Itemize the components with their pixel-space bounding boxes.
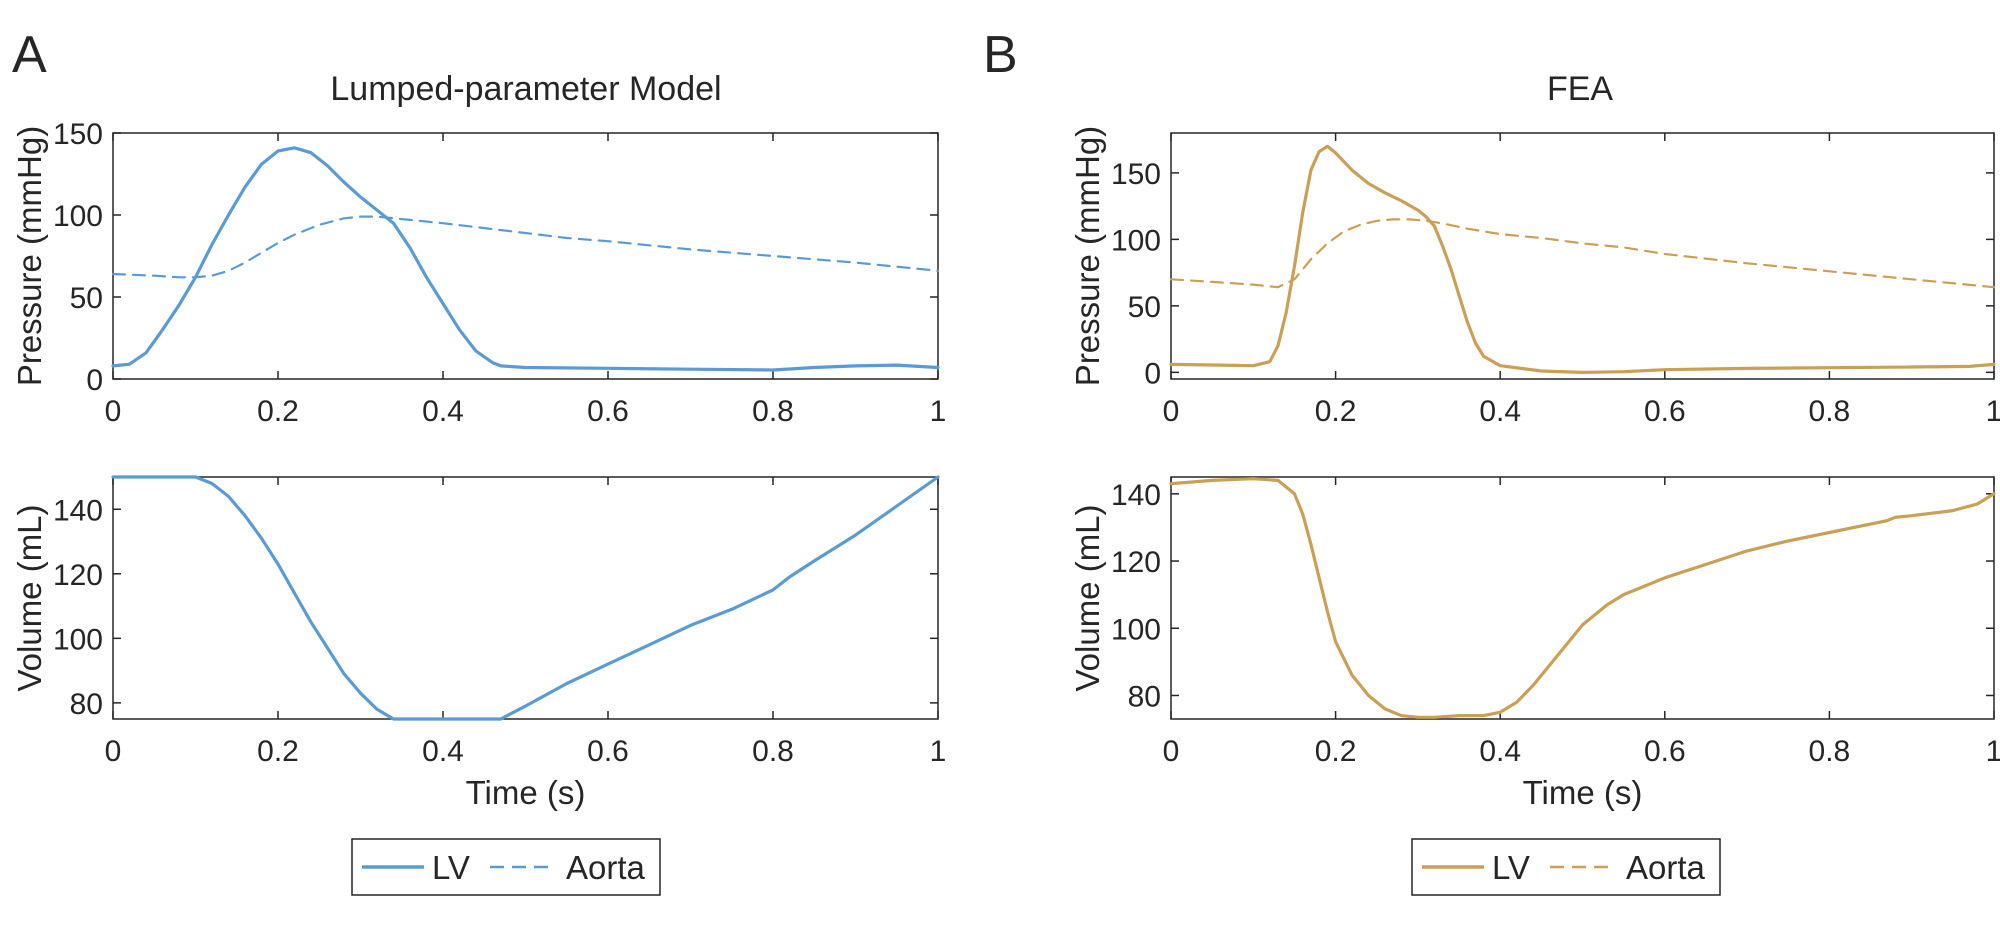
y-axis-label: Pressure (mmHg): [11, 126, 48, 386]
y-tick-label: 50: [1128, 291, 1161, 324]
y-tick-label: 100: [53, 623, 103, 656]
series-aorta-line: [111, 215, 940, 279]
y-tick-label: 0: [1144, 357, 1161, 390]
panel-b-title: FEA: [1547, 70, 1613, 108]
x-tick-label: 0: [105, 735, 122, 768]
x-tick-label: 0.4: [422, 735, 464, 768]
plot-frame: [112, 132, 939, 380]
y-tick-label: 100: [53, 200, 103, 233]
panel-a-letter: A: [12, 26, 47, 84]
series-lv-line: [111, 146, 940, 372]
series-lv-line: [1169, 477, 1996, 719]
y-tick-label: 150: [53, 118, 103, 151]
panel-a-legend: LV Aorta: [351, 838, 661, 896]
legend-lv-label: LV: [432, 849, 470, 886]
x-axis-label: Time (s): [466, 774, 586, 811]
panel-b-legend: LV Aorta: [1411, 838, 1721, 896]
y-axis-label: Pressure (mmHg): [1069, 126, 1106, 386]
x-axis-label: Time (s): [1523, 774, 1643, 811]
x-tick-label: 0.4: [1479, 395, 1521, 428]
panel-a-title: Lumped-parameter Model: [330, 70, 721, 108]
series-aorta-line: [1169, 218, 1996, 289]
plot-frame: [1170, 132, 1995, 380]
x-tick-label: 1: [1986, 735, 2000, 768]
x-tick-label: 1: [930, 395, 947, 428]
x-tick-label: 0.2: [1315, 735, 1357, 768]
y-tick-label: 140: [53, 494, 103, 527]
legend-aorta-label: Aorta: [566, 849, 646, 886]
y-tick-label: 150: [1111, 158, 1161, 191]
x-tick-label: 0.8: [752, 395, 794, 428]
x-tick-label: 0.2: [257, 735, 299, 768]
x-tick-label: 0.2: [1315, 395, 1357, 428]
x-tick-label: 0.6: [1644, 735, 1686, 768]
x-tick-label: 0: [105, 395, 122, 428]
x-tick-label: 0.2: [257, 395, 299, 428]
y-tick-label: 120: [1111, 546, 1161, 579]
x-tick-label: 0.4: [422, 395, 464, 428]
plot-frame: [1170, 476, 1995, 720]
y-tick-label: 0: [86, 364, 103, 397]
y-tick-label: 50: [70, 282, 103, 315]
plot-frame: [112, 476, 939, 720]
x-tick-label: 1: [930, 735, 947, 768]
y-axis-label: Volume (mL): [11, 504, 48, 691]
x-tick-label: 0: [1163, 395, 1180, 428]
x-tick-label: 0: [1163, 735, 1180, 768]
legend-lv-label: LV: [1492, 849, 1530, 886]
y-tick-label: 100: [1111, 224, 1161, 257]
series-lv-line: [111, 475, 940, 721]
y-tick-label: 100: [1111, 613, 1161, 646]
x-tick-label: 0.4: [1479, 735, 1521, 768]
y-axis-label: Volume (mL): [1069, 504, 1106, 691]
y-tick-label: 120: [53, 559, 103, 592]
y-tick-label: 80: [1128, 680, 1161, 713]
x-tick-label: 0.8: [1809, 395, 1851, 428]
x-tick-label: 0.6: [587, 735, 629, 768]
x-tick-label: 0.6: [1644, 395, 1686, 428]
x-tick-label: 0.8: [752, 735, 794, 768]
legend-aorta-label: Aorta: [1626, 849, 1706, 886]
x-tick-label: 0.6: [587, 395, 629, 428]
x-tick-label: 1: [1986, 395, 2000, 428]
x-tick-label: 0.8: [1809, 735, 1851, 768]
y-tick-label: 140: [1111, 479, 1161, 512]
y-tick-label: 80: [70, 688, 103, 721]
panel-b-letter: B: [983, 26, 1018, 84]
